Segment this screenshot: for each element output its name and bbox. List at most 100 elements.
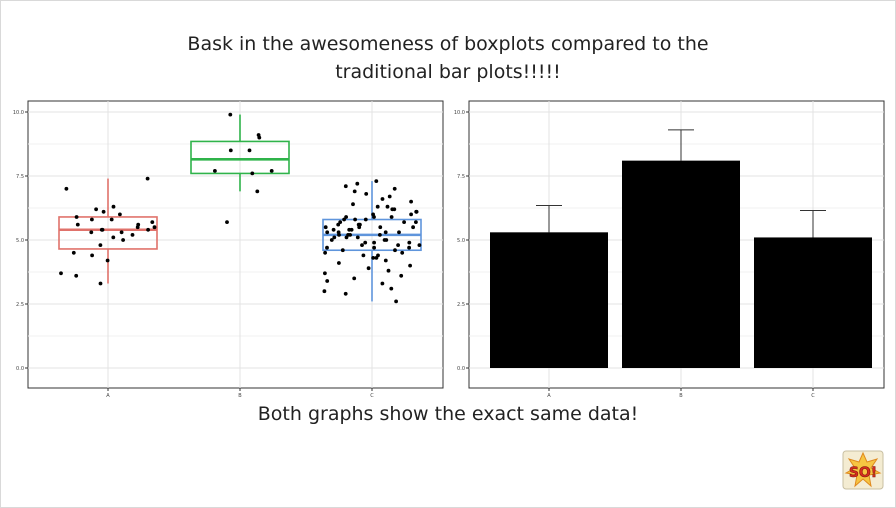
- point-C: [323, 250, 327, 255]
- slide-title-line-1: Bask in the awesomeness of boxplots comp…: [187, 33, 709, 55]
- point-B: [228, 112, 233, 117]
- point-A: [152, 225, 157, 230]
- point-A: [101, 209, 106, 214]
- point-B: [213, 169, 217, 173]
- point-C: [352, 189, 357, 194]
- point-C: [348, 233, 352, 237]
- point-A: [145, 176, 150, 181]
- point-C: [414, 209, 419, 214]
- barplot-x-tick-label: B: [679, 393, 683, 398]
- point-C: [394, 299, 398, 304]
- point-C: [393, 248, 397, 253]
- boxplot-y-tick-label: 5.0: [16, 238, 24, 244]
- so-logo: SO!: [842, 450, 884, 490]
- point-C: [353, 217, 357, 222]
- point-B: [269, 169, 274, 173]
- point-B: [257, 135, 262, 140]
- point-C: [372, 215, 376, 219]
- point-A: [111, 204, 116, 209]
- point-C: [374, 179, 379, 183]
- point-A: [59, 271, 63, 276]
- point-A: [150, 220, 155, 224]
- point-C: [323, 225, 328, 230]
- point-C: [407, 240, 412, 245]
- boxplot-y-tick-label: 10.0: [13, 110, 24, 116]
- point-A: [109, 217, 114, 222]
- point-C: [378, 233, 382, 237]
- so-logo-text: SO!: [849, 465, 877, 481]
- point-C: [409, 199, 413, 204]
- point-C: [337, 233, 341, 237]
- point-C: [396, 243, 400, 248]
- slide-caption: Both graphs show the exact same data!: [257, 403, 639, 425]
- point-C: [331, 227, 336, 232]
- barplot-y-tick-label: 5.0: [457, 238, 465, 244]
- point-C: [380, 281, 385, 286]
- point-C: [392, 186, 397, 191]
- barplot-chart: 0.0 2.5 5.0 7.5 10.0 A B C: [454, 100, 885, 398]
- point-C: [325, 279, 330, 283]
- point-A: [135, 225, 140, 230]
- point-C: [386, 268, 391, 273]
- point-C: [402, 220, 406, 224]
- point-C: [363, 217, 368, 222]
- point-C: [374, 256, 379, 260]
- point-C: [400, 250, 405, 255]
- point-C: [417, 243, 422, 248]
- point-C: [380, 197, 385, 201]
- point-C: [351, 202, 355, 207]
- point-A: [105, 258, 110, 263]
- point-A: [111, 235, 116, 240]
- box-A: [58, 216, 158, 250]
- point-C: [407, 245, 411, 250]
- point-C: [389, 215, 394, 219]
- point-C: [375, 204, 380, 209]
- point-C: [361, 253, 366, 258]
- point-C: [372, 240, 376, 245]
- point-C: [323, 271, 327, 276]
- boxplot-panel: [27, 100, 444, 389]
- point-B: [225, 220, 229, 224]
- point-C: [409, 212, 413, 217]
- point-A: [71, 250, 76, 255]
- point-A: [89, 230, 94, 235]
- point-C: [342, 217, 346, 222]
- point-A: [90, 253, 94, 258]
- point-A: [121, 238, 125, 242]
- point-A: [130, 233, 135, 237]
- point-C: [397, 230, 401, 235]
- point-C: [387, 194, 392, 199]
- point-B: [228, 148, 233, 153]
- point-C: [329, 238, 334, 242]
- point-C: [355, 181, 360, 186]
- point-A: [90, 217, 94, 222]
- point-A: [98, 281, 103, 286]
- boxplot-x-tick-label: A: [106, 393, 110, 398]
- point-A: [94, 207, 98, 212]
- point-A: [146, 227, 151, 232]
- boxplot-x-tick-label: B: [238, 393, 242, 398]
- point-C: [336, 222, 341, 227]
- point-B: [255, 189, 260, 194]
- point-B: [247, 148, 252, 153]
- point-A: [75, 222, 80, 227]
- point-C: [325, 230, 330, 235]
- point-A: [99, 227, 104, 232]
- slide-title-line-2: traditional bar plots!!!!!: [335, 61, 561, 83]
- point-C: [360, 243, 364, 248]
- barplot-y-tick-label: 0.0: [457, 366, 465, 372]
- boxplot-y-tick-label: 7.5: [16, 174, 24, 180]
- point-C: [364, 192, 369, 196]
- point-C: [384, 238, 389, 242]
- point-A: [118, 212, 122, 217]
- point-C: [349, 227, 354, 232]
- point-C: [363, 240, 368, 245]
- point-C: [389, 286, 394, 291]
- point-C: [344, 235, 349, 240]
- point-C: [343, 184, 348, 189]
- point-C: [352, 276, 357, 281]
- point-C: [390, 207, 395, 212]
- point-A: [64, 186, 69, 191]
- point-C: [322, 289, 327, 294]
- point-C: [411, 225, 415, 230]
